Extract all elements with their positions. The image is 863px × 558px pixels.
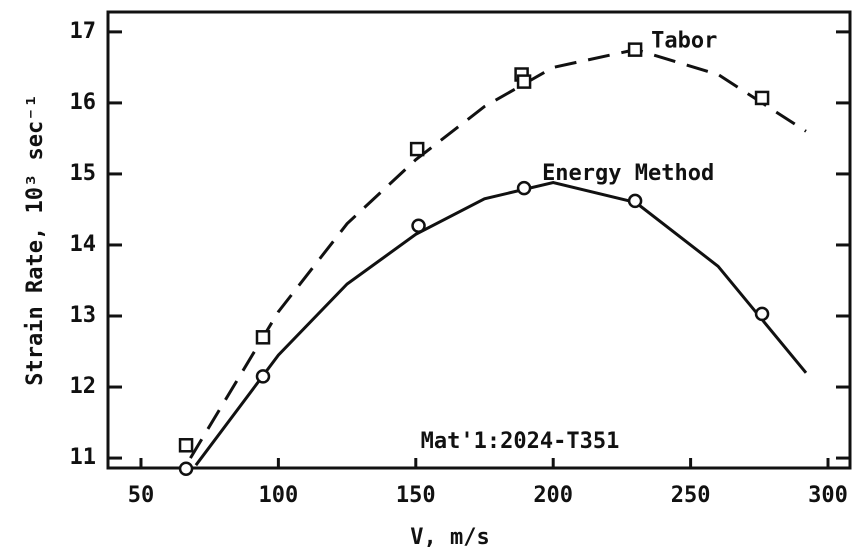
y-axis-label: Strain Rate, 10³ sec⁻¹	[23, 94, 48, 385]
series-label: Energy Method	[542, 161, 714, 186]
marker	[178, 438, 194, 453]
x-tick-label: 100	[259, 483, 299, 508]
marker	[178, 461, 194, 476]
y-tick-label: 12	[70, 374, 97, 399]
marker	[255, 330, 271, 345]
x-tick-label: 250	[671, 483, 711, 508]
y-tick-label: 16	[70, 90, 97, 115]
y-tick-label: 14	[70, 232, 97, 257]
marker	[411, 218, 426, 234]
x-tick-label: 50	[128, 483, 155, 508]
marker	[516, 74, 532, 89]
y-tick-label: 13	[70, 303, 97, 328]
plot-frame	[106, 10, 852, 470]
x-axis-label: V, m/s	[410, 525, 489, 550]
marker	[409, 141, 425, 157]
x-tick-label: 200	[533, 483, 573, 508]
marker	[255, 369, 271, 384]
annotation: Mat'1:2024-T351	[421, 429, 620, 454]
series-label: Tabor	[651, 29, 717, 54]
y-tick-label: 17	[70, 19, 97, 44]
fit-curve	[189, 48, 807, 459]
y-tick-label: 15	[70, 161, 97, 186]
marker	[627, 42, 643, 57]
marker	[627, 193, 643, 209]
marker	[754, 306, 770, 322]
y-tick-label: 11	[70, 445, 97, 470]
x-tick-label: 150	[396, 483, 436, 508]
fit-curve	[194, 180, 808, 467]
x-tick-label: 300	[808, 483, 848, 508]
marker	[516, 180, 532, 196]
marker	[754, 90, 770, 106]
